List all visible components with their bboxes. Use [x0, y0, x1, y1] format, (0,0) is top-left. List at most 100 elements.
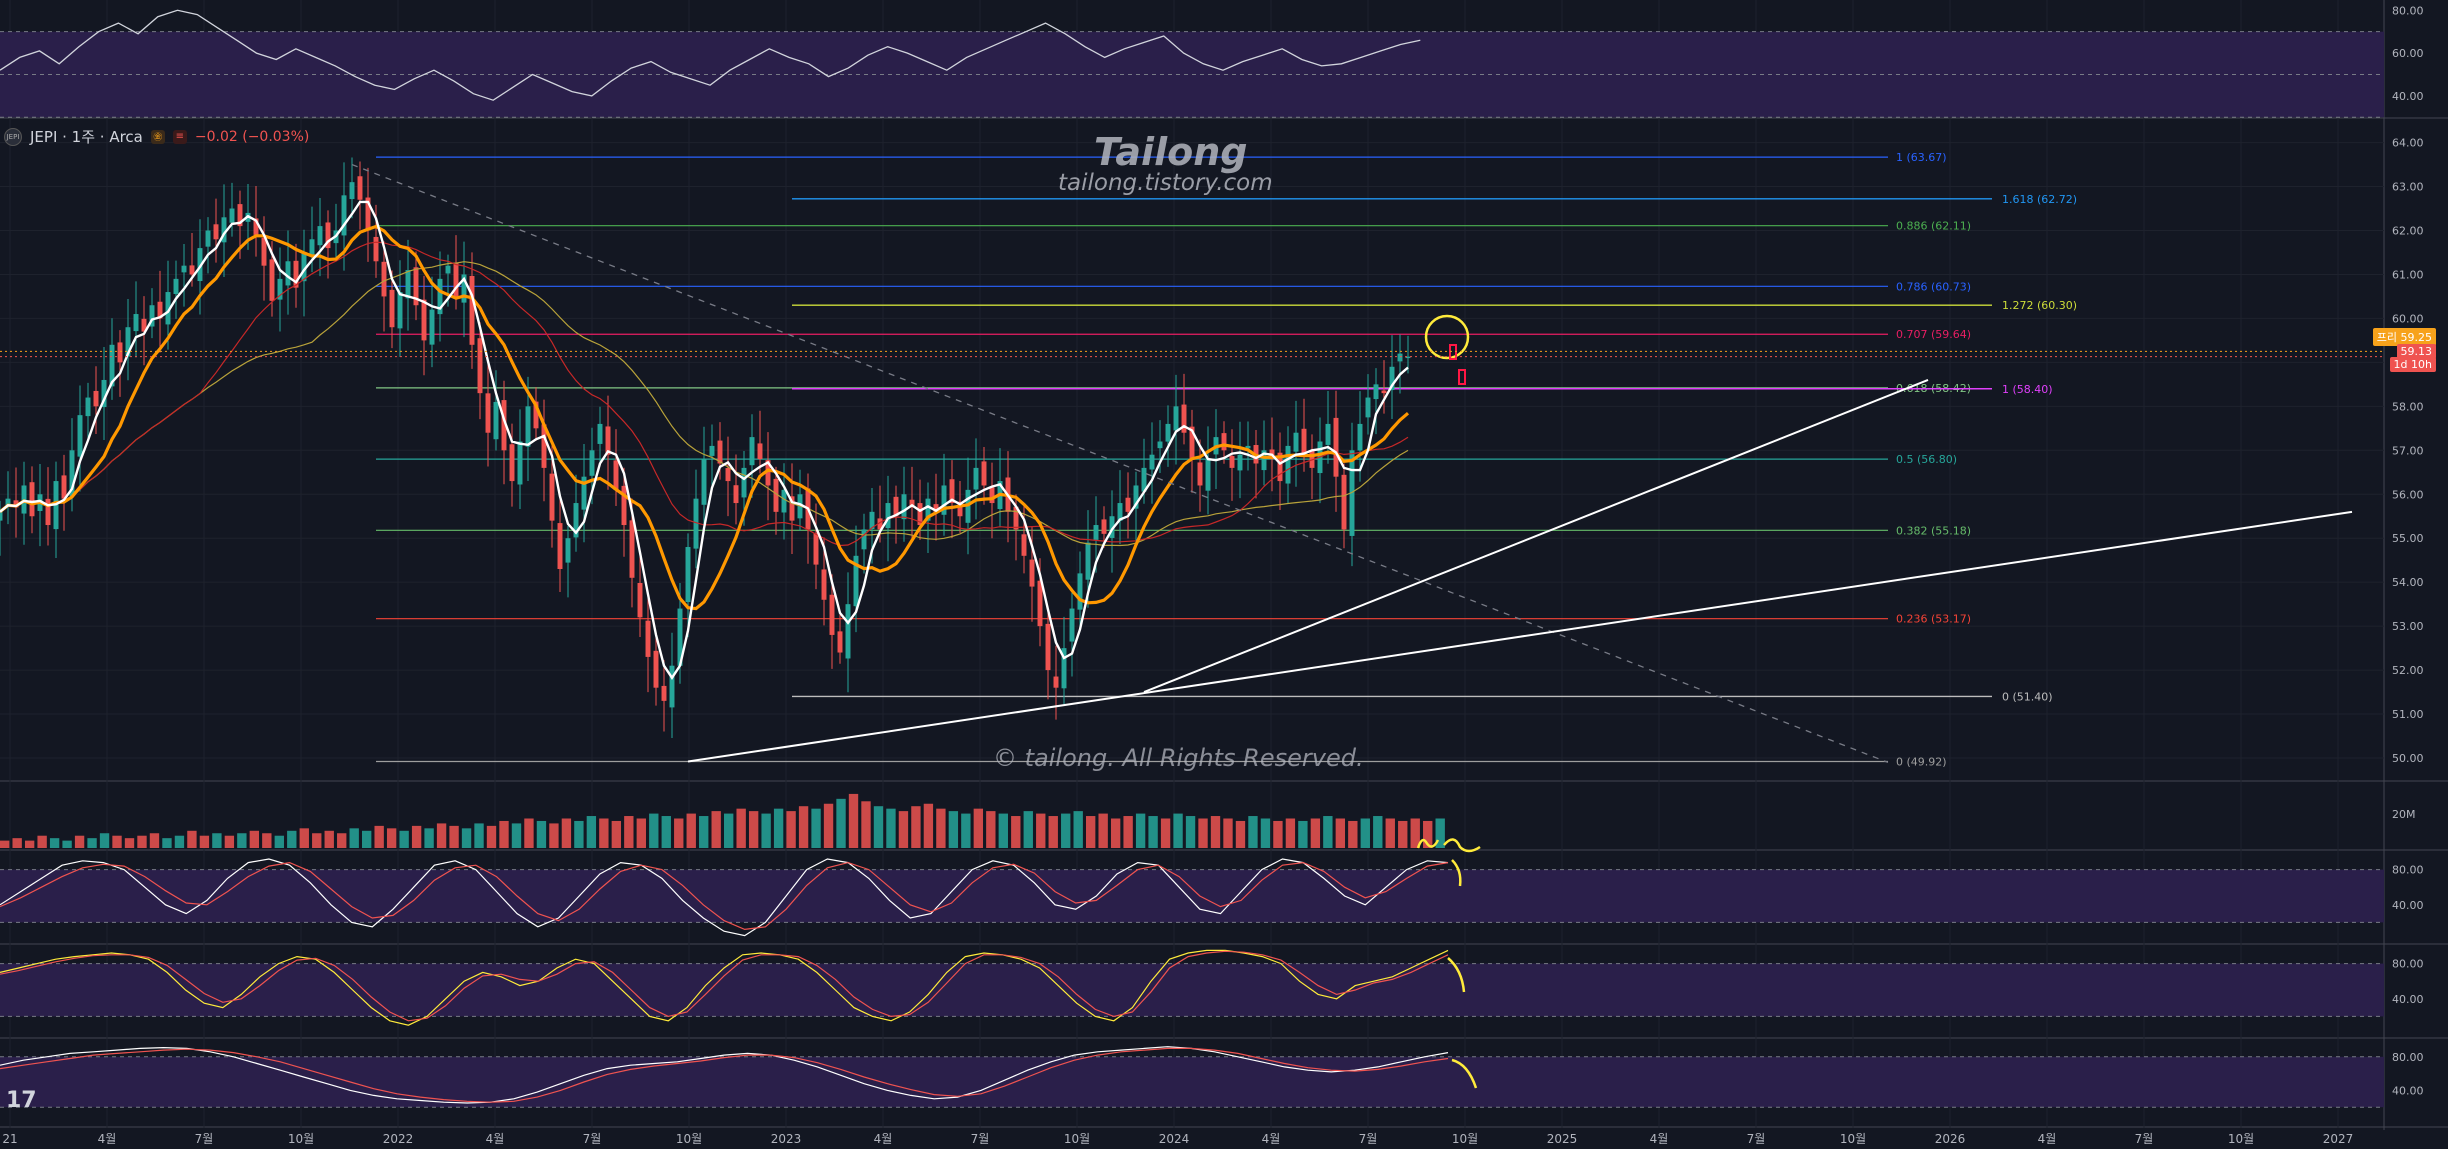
- candle-body: [461, 274, 467, 303]
- candle-body: [109, 344, 115, 387]
- candle-body: [645, 620, 651, 657]
- candle-body: [189, 265, 195, 275]
- volume-bar: [486, 825, 497, 848]
- volume-bar: [1410, 818, 1420, 848]
- volume-bar: [736, 808, 746, 848]
- candle-body: [45, 498, 51, 526]
- stoch-band: [0, 963, 2384, 1017]
- fib-level-label: 0.786 (60.73): [1896, 280, 1971, 293]
- candle-body: [565, 538, 571, 563]
- volume-bar: [0, 840, 10, 848]
- candle-body: [1189, 426, 1195, 460]
- candle-body: [861, 529, 867, 550]
- candle-body: [1053, 676, 1059, 688]
- volume-bar: [711, 811, 721, 848]
- candle-body: [517, 441, 523, 485]
- trendline-long: [687, 510, 2353, 763]
- menu-badge-icon[interactable]: ≡: [172, 129, 187, 144]
- volume-bar: [1198, 818, 1208, 848]
- candle-body: [1133, 485, 1139, 509]
- volume-bar: [199, 835, 210, 848]
- candle-body: [581, 476, 587, 510]
- volume-bar: [549, 823, 559, 848]
- volume-bar: [536, 820, 547, 848]
- candle-body: [205, 230, 211, 247]
- candle-body: [1117, 503, 1123, 521]
- candle-body: [261, 237, 267, 266]
- candle-body: [1085, 542, 1091, 580]
- price-axis-label: 50.00: [2392, 752, 2424, 765]
- volume-bar: [574, 820, 584, 848]
- candle-body: [1109, 516, 1115, 538]
- volume-bar: [724, 813, 734, 848]
- time-axis-label: 7월: [971, 1132, 990, 1146]
- time-axis-label: 10월: [288, 1132, 314, 1146]
- fib-level-label: 0.707 (59.64): [1896, 328, 1971, 341]
- candle-body: [485, 393, 491, 433]
- candle-body: [373, 236, 379, 262]
- volume-bar: [1048, 816, 1058, 848]
- last-price-tag: 59.13: [2396, 344, 2436, 359]
- annotation-scribble: [1416, 838, 1440, 849]
- candle-body: [77, 415, 83, 457]
- time-axis-label: 21: [2, 1132, 17, 1146]
- candle-body: [1277, 452, 1283, 482]
- volume-bar: [224, 835, 235, 848]
- candle-body: [309, 239, 315, 255]
- rsi-line: [0, 9, 1421, 101]
- candle-body: [1389, 366, 1395, 391]
- volume-bar: [848, 793, 859, 848]
- volume-bar: [1398, 820, 1408, 848]
- candle-body: [93, 390, 99, 407]
- fib-level-label: 0.382 (55.18): [1896, 524, 1971, 537]
- volume-bar: [1123, 816, 1133, 848]
- annotation-marker: [1449, 344, 1457, 360]
- volume-bar: [449, 825, 459, 848]
- volume-bar: [312, 833, 322, 848]
- volume-bar: [761, 813, 771, 848]
- time-axis-label: 4월: [486, 1132, 505, 1146]
- candle-body: [285, 261, 291, 286]
- candle-body: [925, 498, 931, 521]
- candle-body: [1373, 384, 1379, 400]
- volume-bar: [986, 811, 996, 848]
- rsi-axis-label: 60.00: [2392, 47, 2424, 60]
- time-axis-label: 2024: [1159, 1132, 1190, 1146]
- volume-bar: [24, 840, 35, 848]
- candle-body: [349, 182, 355, 200]
- stoch-band: [0, 1056, 2384, 1108]
- candle-body: [973, 467, 979, 490]
- volume-bar: [586, 816, 597, 848]
- volume-bar: [1298, 820, 1308, 848]
- volume-bar: [324, 830, 334, 848]
- tradingview-logo-icon[interactable]: 17: [6, 1088, 37, 1113]
- time-axis-label: 7월: [2135, 1132, 2154, 1146]
- candle-body: [1093, 525, 1099, 540]
- time-axis-label: 10월: [1452, 1132, 1478, 1146]
- price-axis-label: 53.00: [2392, 620, 2424, 633]
- volume-bar: [162, 838, 172, 848]
- candle-body: [901, 494, 907, 520]
- price-axis-label: 60.00: [2392, 312, 2424, 325]
- volume-bar: [923, 803, 934, 848]
- volume-bar: [1323, 816, 1333, 848]
- volume-bar: [87, 838, 97, 848]
- time-axis-label: 2026: [1935, 1132, 1966, 1146]
- candle-body: [1077, 573, 1083, 610]
- candle-body: [397, 292, 403, 329]
- volume-bar: [1135, 813, 1146, 848]
- candle-body: [1341, 474, 1347, 530]
- volume-bar: [1273, 820, 1283, 848]
- ticker-label[interactable]: JEPI · 1주 · Arca: [30, 128, 143, 146]
- candle-body: [277, 278, 283, 300]
- candle-body: [845, 604, 851, 659]
- candle-body: [661, 685, 667, 701]
- volume-bar: [1248, 816, 1258, 848]
- volume-bar: [1173, 813, 1183, 848]
- time-axis-label: 7월: [195, 1132, 214, 1146]
- dividend-badge-icon[interactable]: ㊎: [150, 129, 165, 144]
- candle-body: [709, 445, 715, 456]
- volume-bar: [1310, 818, 1321, 848]
- volume-bar: [274, 835, 284, 848]
